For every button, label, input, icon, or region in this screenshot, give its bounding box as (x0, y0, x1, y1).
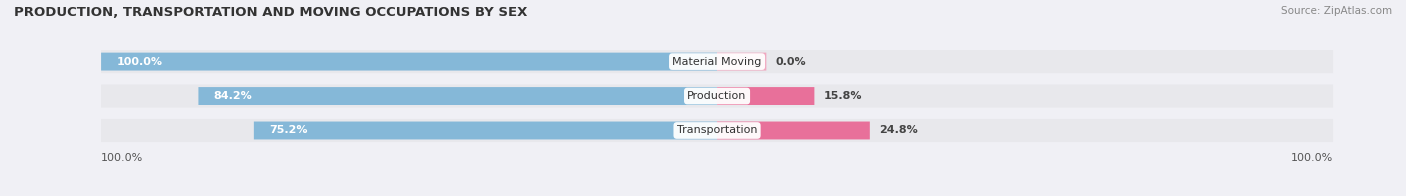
Text: Production: Production (688, 91, 747, 101)
Text: 75.2%: 75.2% (270, 125, 308, 135)
Text: Source: ZipAtlas.com: Source: ZipAtlas.com (1281, 6, 1392, 16)
FancyBboxPatch shape (101, 119, 1333, 142)
FancyBboxPatch shape (101, 53, 717, 71)
FancyBboxPatch shape (198, 87, 717, 105)
FancyBboxPatch shape (717, 87, 814, 105)
Text: 84.2%: 84.2% (214, 91, 253, 101)
Text: 0.0%: 0.0% (776, 57, 806, 67)
Text: 24.8%: 24.8% (879, 125, 918, 135)
Text: 15.8%: 15.8% (824, 91, 862, 101)
Text: 100.0%: 100.0% (1291, 153, 1333, 163)
Text: Material Moving: Material Moving (672, 57, 762, 67)
Text: Transportation: Transportation (676, 125, 758, 135)
FancyBboxPatch shape (254, 122, 717, 139)
Text: PRODUCTION, TRANSPORTATION AND MOVING OCCUPATIONS BY SEX: PRODUCTION, TRANSPORTATION AND MOVING OC… (14, 6, 527, 19)
FancyBboxPatch shape (101, 84, 1333, 108)
FancyBboxPatch shape (101, 50, 1333, 73)
Text: 100.0%: 100.0% (117, 57, 163, 67)
FancyBboxPatch shape (717, 122, 870, 139)
Text: 100.0%: 100.0% (101, 153, 143, 163)
FancyBboxPatch shape (717, 53, 766, 71)
